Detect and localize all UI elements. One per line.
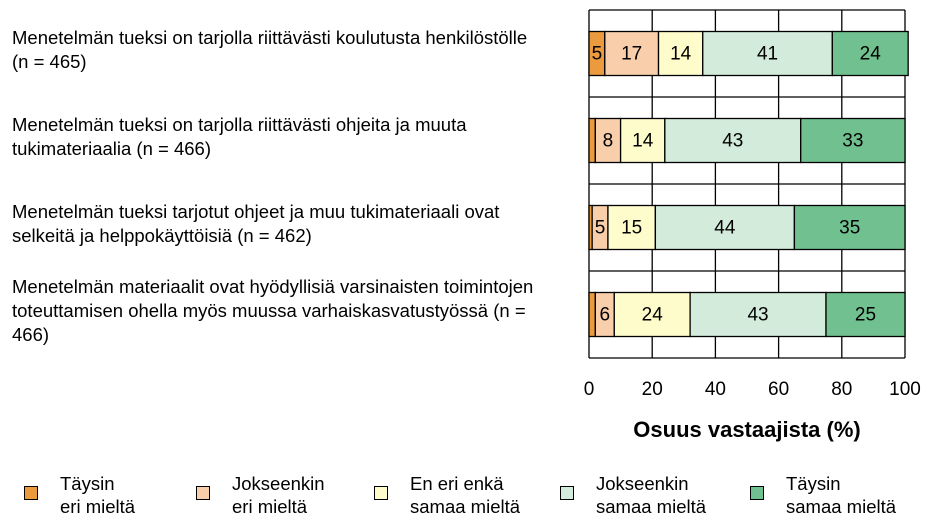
x-tick-label: 20 xyxy=(642,379,663,400)
bar-segment xyxy=(825,291,906,338)
category-label: Menetelmän tueksi tarjotut ohjeet ja muu… xyxy=(12,200,500,246)
legend-swatch xyxy=(196,486,210,500)
data-label: 43 xyxy=(747,305,768,326)
bar-segment xyxy=(664,117,802,164)
bar-segment xyxy=(619,117,666,164)
data-label: 6 xyxy=(600,305,611,326)
data-label: 5 xyxy=(592,44,603,65)
legend-swatch xyxy=(374,486,388,500)
legend-swatch xyxy=(560,486,574,500)
data-label: 35 xyxy=(839,218,860,239)
x-tick-label: 40 xyxy=(705,379,726,400)
data-label: 33 xyxy=(842,131,863,152)
category-label: Menetelmän tueksi on tarjolla riittäväst… xyxy=(12,113,467,159)
data-label: 25 xyxy=(855,305,876,326)
bar-segment xyxy=(613,291,691,338)
category-label: Menetelmän materiaalit ovat hyödyllisiä … xyxy=(12,275,534,345)
bar-segment xyxy=(689,291,827,338)
bar-segment xyxy=(831,30,909,77)
data-label: 14 xyxy=(670,44,692,65)
x-tick-label: 60 xyxy=(768,379,789,400)
legend-label: Jokseenkin samaa mieltä xyxy=(596,473,707,517)
data-label: 41 xyxy=(757,44,778,65)
x-axis-label: Osuus vastaajista (%) xyxy=(633,417,860,442)
bar-segment xyxy=(800,117,906,164)
bar-segment xyxy=(793,204,906,251)
legend-swatch xyxy=(750,486,764,500)
legend-label: En eri enkä samaa mieltä xyxy=(410,473,521,517)
x-tick-label: 100 xyxy=(889,379,921,400)
legend-label: Täysin eri mieltä xyxy=(60,473,136,517)
bar-segment xyxy=(607,204,657,251)
data-label: 24 xyxy=(860,44,882,65)
bar-segment xyxy=(654,204,796,251)
data-label: 44 xyxy=(714,218,736,239)
legend-label: Jokseenkin eri mieltä xyxy=(232,473,325,517)
legend-label: Täysin samaa mieltä xyxy=(786,473,897,517)
bar-segment xyxy=(588,291,596,338)
data-label: 43 xyxy=(722,131,743,152)
legend-swatch xyxy=(24,486,38,500)
x-tick-label: 0 xyxy=(584,379,595,400)
data-label: 24 xyxy=(642,305,664,326)
category-label: Menetelmän tueksi on tarjolla riittäväst… xyxy=(12,26,528,72)
x-tick-label: 80 xyxy=(831,379,852,400)
bar-segment xyxy=(702,30,833,77)
data-label: 15 xyxy=(621,218,642,239)
data-label: 5 xyxy=(595,218,606,239)
data-label: 14 xyxy=(632,131,654,152)
bar-segment xyxy=(588,117,596,164)
data-label: 17 xyxy=(621,44,642,65)
data-label: 8 xyxy=(603,131,614,152)
